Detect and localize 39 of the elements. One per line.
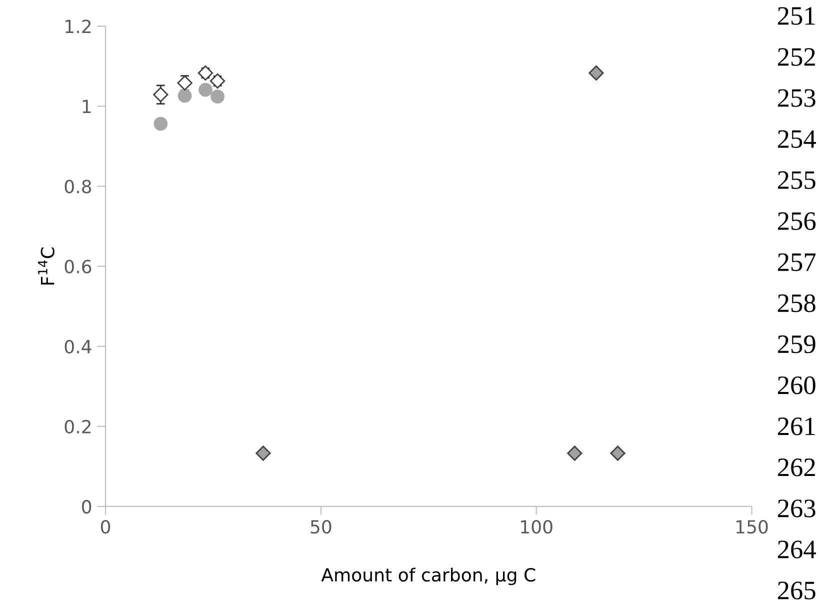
y-tick-label: 0 (82, 500, 92, 514)
point (588, 65, 604, 81)
point (198, 65, 214, 81)
x-tick-label: 150 (736, 520, 768, 534)
point (567, 446, 582, 461)
x-axis-title: Amount of carbon, μg C (321, 568, 536, 586)
text: 257 (778, 253, 816, 272)
text: 261 (778, 418, 815, 436)
text: 255 (778, 171, 816, 190)
y-tick-label: 0.4 (64, 340, 92, 354)
text: 265 (778, 582, 816, 600)
point (210, 73, 226, 89)
point (256, 446, 271, 461)
point (198, 82, 212, 97)
point (178, 88, 192, 103)
point (610, 446, 626, 461)
y-axis-title: F$^{14}$C (38, 247, 54, 284)
text: 256 (778, 212, 816, 230)
y-tick-label: 1 (82, 100, 91, 114)
y-tick-label: 1.2 (66, 20, 91, 34)
text: 253 (778, 89, 816, 107)
text: 251 (778, 7, 815, 25)
y-tick-label: 0.8 (64, 180, 92, 194)
y-tick-label: 0.6 (64, 260, 92, 274)
text: 254 (778, 130, 816, 148)
text: 264 (778, 540, 816, 558)
text: 263 (778, 500, 816, 518)
text: 260 (778, 376, 816, 394)
point (154, 116, 168, 131)
x-tick-label: 0 (100, 520, 110, 534)
text: 262 (778, 458, 815, 476)
text: 252 (778, 48, 815, 66)
text: 258 (778, 294, 816, 312)
point (153, 87, 168, 102)
x-tick-label: 50 (310, 520, 332, 534)
text: 259 (778, 335, 816, 354)
x-tick-label: 100 (521, 520, 552, 534)
y-tick-label: 0.2 (64, 420, 91, 434)
point (210, 90, 224, 104)
